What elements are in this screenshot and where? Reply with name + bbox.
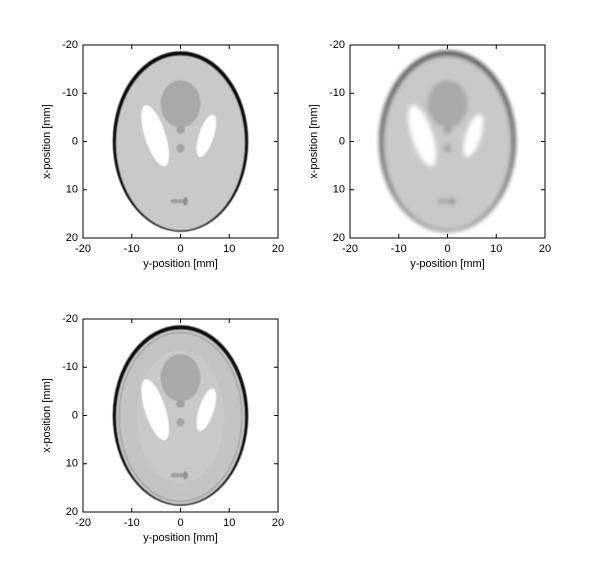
x-tick-label: 10 — [223, 517, 235, 529]
phantom-image — [112, 325, 249, 506]
phantom-region — [170, 472, 180, 478]
x-tick-label: 10 — [223, 243, 235, 255]
phantom-region — [116, 329, 245, 505]
phantom-region — [122, 335, 239, 499]
phantom-region — [120, 333, 241, 501]
y-tick-label: -10 — [62, 87, 78, 99]
phantom-region — [449, 196, 455, 206]
y-tick-label: -10 — [62, 361, 78, 373]
phantom-region — [443, 126, 452, 134]
x-tick-label: 10 — [490, 243, 502, 255]
phantom-region — [131, 344, 230, 490]
y-tick-label: -10 — [329, 87, 345, 99]
phantom-region — [116, 55, 245, 231]
x-tick-label: -10 — [391, 243, 407, 255]
y-tick-label: 0 — [72, 409, 78, 421]
phantom-region — [196, 114, 217, 157]
phantom-region — [170, 198, 180, 204]
x-tick-label: -20 — [342, 243, 358, 255]
y-tick-label: -20 — [62, 39, 78, 51]
phantom-region — [160, 80, 201, 128]
phantom-region — [176, 400, 185, 408]
phantom-image — [112, 51, 249, 232]
phantom-region — [443, 143, 452, 153]
phantom-region — [176, 126, 185, 134]
phantom-region — [124, 338, 237, 496]
x-tick-label: 0 — [177, 517, 183, 529]
y-tick-label: 10 — [66, 184, 78, 196]
y-tick-label: 20 — [66, 506, 78, 518]
y-tick-label: 0 — [339, 135, 345, 147]
phantom-region — [176, 143, 185, 153]
phantom-region — [133, 346, 228, 488]
y-tick-label: -20 — [329, 39, 345, 51]
phantom-region — [178, 472, 183, 478]
phantom-region — [129, 342, 232, 492]
x-tick-label: 20 — [272, 517, 284, 529]
x-tick-label: 20 — [539, 243, 551, 255]
y-tick-label: -20 — [62, 313, 78, 325]
phantom-region — [141, 379, 169, 441]
y-tick-label: 0 — [72, 135, 78, 147]
phantom-region — [445, 198, 450, 204]
x-tick-label: -20 — [75, 243, 91, 255]
phantom-region — [178, 198, 183, 204]
phantom-region — [437, 198, 447, 204]
phantom-image — [379, 51, 516, 232]
x-axis-label: y-position [mm] — [143, 532, 218, 544]
x-tick-label: 20 — [272, 243, 284, 255]
phantom-region — [408, 105, 436, 167]
y-axis-label: x-position [mm] — [41, 104, 53, 179]
phantom-region — [118, 331, 243, 503]
x-tick-label: -10 — [124, 243, 140, 255]
phantom-region — [118, 332, 243, 502]
x-axis-label: y-position [mm] — [410, 258, 485, 270]
phantom-region — [196, 388, 217, 431]
phantom-region — [141, 105, 169, 167]
y-axis-label: x-position [mm] — [308, 104, 320, 179]
y-axis-label: x-position [mm] — [41, 378, 53, 453]
phantom-region — [463, 114, 484, 157]
phantom-region — [383, 55, 512, 231]
y-tick-label: 10 — [333, 184, 345, 196]
y-tick-label: 20 — [66, 232, 78, 244]
x-tick-label: -10 — [124, 517, 140, 529]
phantom-region — [427, 80, 468, 128]
phantom-region — [182, 470, 188, 480]
x-tick-label: 0 — [177, 243, 183, 255]
phantom-region — [176, 417, 185, 427]
y-tick-label: 20 — [333, 232, 345, 244]
x-axis-label: y-position [mm] — [143, 258, 218, 270]
phantom-region — [182, 196, 188, 206]
phantom-region — [126, 340, 235, 494]
y-tick-label: 10 — [66, 458, 78, 470]
x-tick-label: -20 — [75, 517, 91, 529]
phantom-region — [160, 354, 201, 402]
phantom-region — [135, 348, 226, 486]
x-tick-label: 0 — [444, 243, 450, 255]
